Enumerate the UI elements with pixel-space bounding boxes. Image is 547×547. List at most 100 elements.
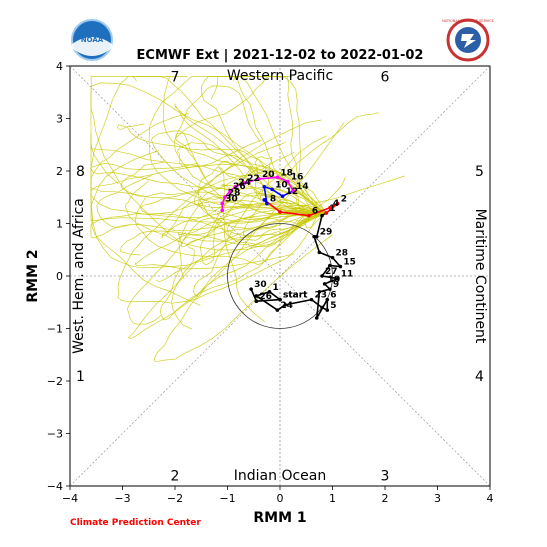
mean-forecast-layer [220, 175, 340, 218]
track-point [320, 274, 324, 278]
track-point [335, 276, 340, 281]
forecast-mean-segment-1 [263, 199, 339, 217]
nws-logo: NATIONAL WEATHER SERVICE [442, 18, 494, 62]
x-tick-label: 4 [487, 492, 494, 505]
ensemble-member-line [255, 156, 327, 214]
track-point [278, 297, 282, 302]
ensemble-member-line [201, 76, 327, 214]
y-tick-label: 3 [56, 113, 63, 126]
y-tick-label: −1 [47, 323, 63, 336]
day-label: 29 [320, 228, 333, 238]
day-label: 18 [280, 168, 293, 178]
phase-label-8: 8 [76, 164, 85, 180]
track-point [280, 194, 285, 198]
day-label: 1 [329, 204, 335, 214]
day-label: 1 [273, 283, 279, 293]
ensemble-member-line [150, 130, 327, 218]
track-point [312, 234, 316, 239]
day-label: 20 [262, 170, 275, 180]
day-label: 30 [225, 195, 238, 205]
track-point [233, 184, 238, 189]
day-label: 6 [312, 207, 318, 217]
y-tick-label: 1 [56, 218, 63, 231]
x-tick-label: −4 [62, 492, 78, 505]
track-point [314, 316, 319, 320]
day-label: 28 [336, 249, 349, 259]
day-label: 5 [330, 301, 336, 311]
day-label: 9 [333, 280, 339, 290]
day-label: 2 [341, 195, 347, 205]
y-tick-label: 0 [56, 270, 63, 283]
track-point [291, 189, 295, 193]
x-tick-label: −2 [167, 492, 183, 505]
day-label: 4 [333, 199, 339, 209]
y-tick-label: −3 [47, 428, 63, 441]
track-point [286, 179, 290, 184]
ensemble-member-line [120, 161, 327, 214]
day-label: 6 [330, 291, 336, 301]
day-label: start [283, 291, 308, 301]
ensemble-member-line [220, 166, 327, 214]
unit-circle [227, 223, 333, 329]
track-point [317, 250, 322, 255]
day-label: start [283, 291, 308, 301]
ensemble-member-line [90, 82, 327, 244]
region-label-west-hem-africa: West. Hem. and Africa [71, 198, 87, 354]
day-label: 11 [341, 270, 354, 280]
ensemble-member-line [134, 208, 327, 270]
x-tick-label: −1 [219, 492, 235, 505]
track-point [242, 181, 247, 185]
phase-label-7: 7 [171, 70, 180, 86]
track-point [330, 255, 335, 260]
track-point [328, 263, 332, 268]
track-point [320, 213, 324, 218]
ensemble-member-line [90, 212, 327, 239]
x-tick-label: −3 [114, 492, 130, 505]
day-label: 26 [233, 182, 246, 192]
y-tick-label: 4 [56, 60, 63, 73]
ensemble-member-line [176, 139, 327, 214]
track-point [267, 289, 272, 294]
ensemble-member-line [134, 197, 327, 266]
day-label: 16 [291, 173, 304, 183]
track-point [275, 175, 280, 180]
day-label: 24 [280, 301, 293, 311]
day-label: 28 [228, 188, 241, 198]
ensemble-member-line [120, 212, 327, 256]
day-label: 26 [259, 292, 272, 302]
ensemble-forecast-layer [90, 76, 405, 362]
track-point [338, 264, 343, 269]
track-point [322, 282, 327, 286]
track-point [325, 308, 330, 312]
ensemble-member-line [242, 112, 379, 239]
track-point [320, 305, 324, 310]
track-point [309, 297, 314, 302]
x-tick-label: 2 [382, 492, 389, 505]
ensemble-member-line [159, 210, 327, 321]
track-point [270, 187, 274, 192]
track-point [335, 201, 340, 206]
track-point [254, 294, 259, 298]
phase-label-4: 4 [475, 369, 484, 385]
ensemble-member-line [90, 76, 327, 269]
day-label: 12 [286, 187, 299, 197]
track-point [262, 184, 267, 189]
track-point [283, 303, 288, 307]
track-point [275, 308, 280, 312]
track-point [254, 299, 259, 304]
ensemble-member-line [154, 212, 333, 362]
y-tick-label: −2 [47, 375, 63, 388]
nws-logo-text: NATIONAL WEATHER SERVICE [442, 19, 494, 23]
forecast-mean-segment-3 [221, 176, 294, 211]
track-point [317, 289, 322, 294]
ensemble-member-line [174, 103, 327, 218]
region-label-maritime-continent: Maritime Continent [472, 209, 488, 344]
day-label: 10 [328, 275, 341, 285]
ensemble-member-line [175, 132, 327, 214]
track-point [223, 195, 227, 200]
day-label: 8 [270, 195, 276, 205]
x-tick-label: 1 [329, 492, 336, 505]
track-point [265, 201, 269, 206]
ensemble-member-line [90, 76, 327, 218]
